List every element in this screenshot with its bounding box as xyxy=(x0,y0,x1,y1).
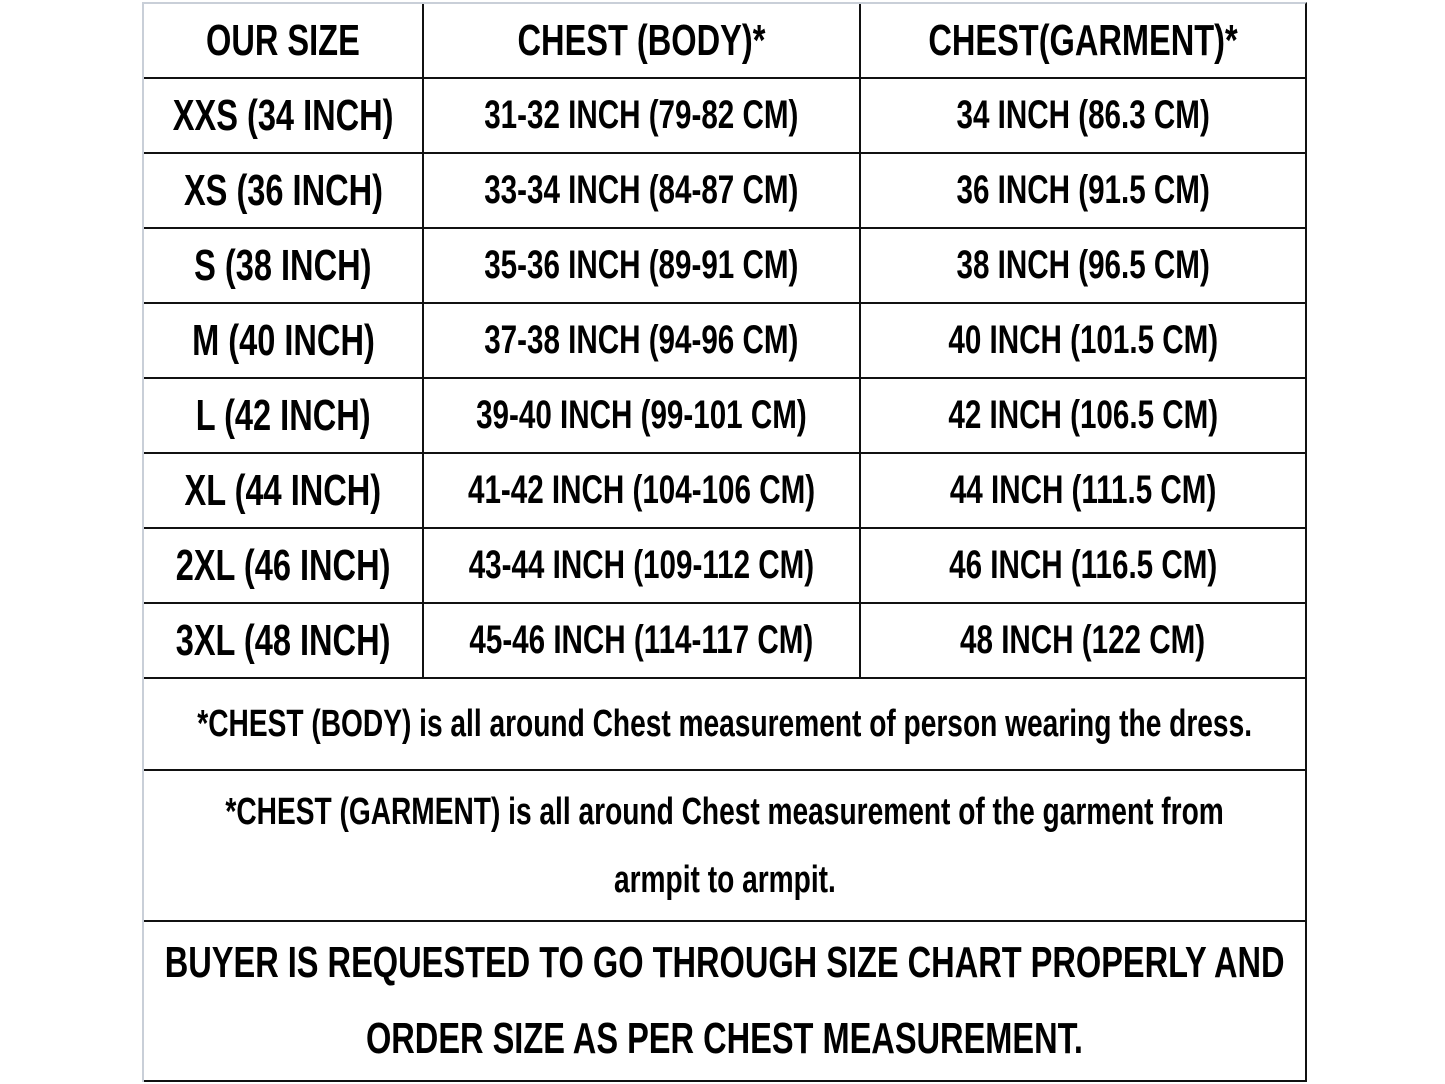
cell-text: XL (44 INCH) xyxy=(184,465,382,515)
chest-garment-cell: 36 INCH (91.5 CM) xyxy=(861,154,1305,227)
note-text: *CHEST (BODY) is all around Chest measur… xyxy=(197,703,1252,745)
cell-text: 38 INCH (96.5 CM) xyxy=(956,243,1210,287)
note-chest-body: *CHEST (BODY) is all around Chest measur… xyxy=(144,679,1305,771)
chest-body-cell: 41-42 INCH (104-106 CM) xyxy=(424,454,861,527)
chest-body-cell: 35-36 INCH (89-91 CM) xyxy=(424,229,861,302)
note-text: *CHEST (GARMENT) is all around Chest mea… xyxy=(225,790,1224,833)
table-row: L (42 INCH) 39-40 INCH (99-101 CM) 42 INCH… xyxy=(144,379,1305,454)
cell-text: 31-32 INCH (79-82 CM) xyxy=(484,93,799,137)
size-chart-table: OUR SIZE CHEST (BODY)* CHEST(GARMENT)* X… xyxy=(142,2,1307,1082)
chest-body-cell: 37-38 INCH (94-96 CM) xyxy=(424,304,861,377)
cell-text: 44 INCH (111.5 CM) xyxy=(949,468,1217,512)
table-row: S (38 INCH) 35-36 INCH (89-91 CM) 38 INCH … xyxy=(144,229,1305,304)
note-buyer-request: BUYER IS REQUESTED TO GO THROUGH SIZE CH… xyxy=(144,922,1305,1082)
cell-text: 48 INCH (122 CM) xyxy=(960,618,1206,662)
cell-text: XXS (34 INCH) xyxy=(172,90,394,140)
header-text: OUR SIZE xyxy=(206,15,360,65)
cell-text: 34 INCH (86.3 CM) xyxy=(956,93,1210,137)
cell-text: 36 INCH (91.5 CM) xyxy=(956,168,1210,212)
chest-garment-cell: 42 INCH (106.5 CM) xyxy=(861,379,1305,452)
cell-text: 33-34 INCH (84-87 CM) xyxy=(484,168,799,212)
note-text: BUYER IS REQUESTED TO GO THROUGH SIZE CH… xyxy=(164,938,1285,987)
chest-body-cell: 31-32 INCH (79-82 CM) xyxy=(424,79,861,152)
size-cell: 2XL (46 INCH) xyxy=(144,529,424,602)
header-text: CHEST(GARMENT)* xyxy=(928,15,1238,65)
header-chest-garment: CHEST(GARMENT)* xyxy=(861,4,1305,77)
size-cell: XXS (34 INCH) xyxy=(144,79,424,152)
cell-text: 3XL (48 INCH) xyxy=(175,615,391,665)
chest-body-cell: 39-40 INCH (99-101 CM) xyxy=(424,379,861,452)
chest-garment-cell: 34 INCH (86.3 CM) xyxy=(861,79,1305,152)
chest-garment-cell: 44 INCH (111.5 CM) xyxy=(861,454,1305,527)
chest-body-cell: 45-46 INCH (114-117 CM) xyxy=(424,604,861,677)
note-text: armpit to armpit. xyxy=(613,858,836,901)
chest-body-cell: 33-34 INCH (84-87 CM) xyxy=(424,154,861,227)
table-row: M (40 INCH) 37-38 INCH (94-96 CM) 40 INCH … xyxy=(144,304,1305,379)
chest-garment-cell: 40 INCH (101.5 CM) xyxy=(861,304,1305,377)
size-cell: XS (36 INCH) xyxy=(144,154,424,227)
cell-text: 35-36 INCH (89-91 CM) xyxy=(484,243,799,287)
cell-text: 42 INCH (106.5 CM) xyxy=(948,393,1218,437)
table-row: XXS (34 INCH) 31-32 INCH (79-82 CM) 34 INC… xyxy=(144,79,1305,154)
size-cell: 3XL (48 INCH) xyxy=(144,604,424,677)
cell-text: XS (36 INCH) xyxy=(183,165,383,215)
note-chest-garment: *CHEST (GARMENT) is all around Chest mea… xyxy=(144,771,1305,922)
cell-text: 45-46 INCH (114-117 CM) xyxy=(469,618,814,662)
chest-body-cell: 43-44 INCH (109-112 CM) xyxy=(424,529,861,602)
cell-text: 41-42 INCH (104-106 CM) xyxy=(467,468,816,512)
size-cell: S (38 INCH) xyxy=(144,229,424,302)
chest-garment-cell: 46 INCH (116.5 CM) xyxy=(861,529,1305,602)
header-row: OUR SIZE CHEST (BODY)* CHEST(GARMENT)* xyxy=(144,4,1305,79)
cell-text: 39-40 INCH (99-101 CM) xyxy=(476,393,807,437)
table-row: XS (36 INCH) 33-34 INCH (84-87 CM) 36 INCH… xyxy=(144,154,1305,229)
table-row: XL (44 INCH) 41-42 INCH (104-106 CM) 44 IN… xyxy=(144,454,1305,529)
header-text: CHEST (BODY)* xyxy=(517,15,766,65)
cell-text: 37-38 INCH (94-96 CM) xyxy=(484,318,799,362)
cell-text: 2XL (46 INCH) xyxy=(175,540,391,590)
cell-text: M (40 INCH) xyxy=(191,315,375,365)
note-text: ORDER SIZE AS PER CHEST MEASUREMENT. xyxy=(365,1014,1084,1063)
size-cell: M (40 INCH) xyxy=(144,304,424,377)
cell-text: 43-44 INCH (109-112 CM) xyxy=(468,543,815,587)
table-row: 3XL (48 INCH) 45-46 INCH (114-117 CM) 48 I… xyxy=(144,604,1305,679)
size-cell: L (42 INCH) xyxy=(144,379,424,452)
size-cell: XL (44 INCH) xyxy=(144,454,424,527)
cell-text: 46 INCH (116.5 CM) xyxy=(948,543,1218,587)
cell-text: 40 INCH (101.5 CM) xyxy=(948,318,1218,362)
cell-text: L (42 INCH) xyxy=(195,390,371,440)
chest-garment-cell: 48 INCH (122 CM) xyxy=(861,604,1305,677)
header-chest-body: CHEST (BODY)* xyxy=(424,4,861,77)
cell-text: S (38 INCH) xyxy=(194,240,372,290)
table-row: 2XL (46 INCH) 43-44 INCH (109-112 CM) 46 I… xyxy=(144,529,1305,604)
chest-garment-cell: 38 INCH (96.5 CM) xyxy=(861,229,1305,302)
header-our-size: OUR SIZE xyxy=(144,4,424,77)
